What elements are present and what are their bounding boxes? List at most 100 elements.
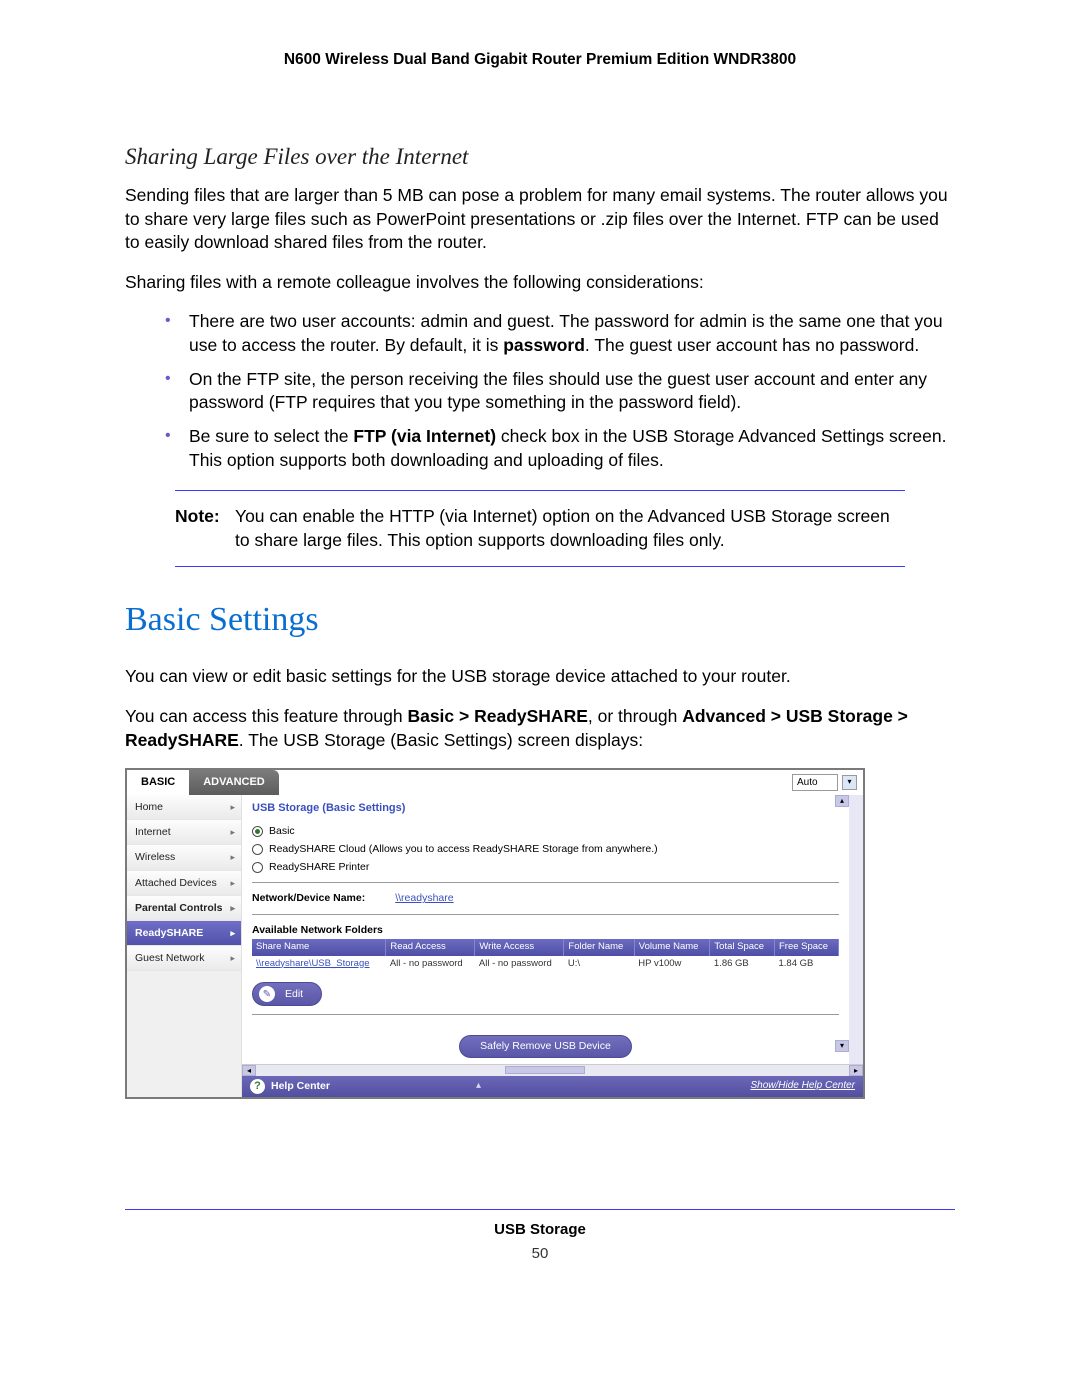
sidebar-item-attached[interactable]: Attached Devices ▸ [127,871,241,896]
showhide-link[interactable]: Show/Hide Help Center [751,1079,856,1093]
tab-basic[interactable]: BASIC [127,770,189,795]
router-ui-screenshot: BASIC ADVANCED Auto ▾ Home ▸ Internet ▸ Wi… [125,768,865,1098]
cell-share[interactable]: \\readyshare\USB_Storage [252,956,386,973]
edit-button[interactable]: ✎ Edit [252,982,322,1006]
table-header-row: Share Name Read Access Write Access Fold… [252,939,839,956]
scroll-thumb[interactable] [505,1066,585,1074]
scroll-up-icon[interactable]: ▴ [835,795,849,807]
help-bar: ? Help Center ▴ Show/Hide Help Center [242,1076,863,1097]
product-title: N600 Wireless Dual Band Gigabit Router P… [125,50,955,71]
main-panel: ▴ ▾ USB Storage (Basic Settings) Basic R… [242,795,863,1097]
chevron-right-icon: ▸ [230,826,235,838]
pencil-icon: ✎ [259,986,275,1002]
sidebar-item-readyshare[interactable]: ReadySHARE ▸ [127,921,241,946]
p4-d: . The USB Storage (Basic Settings) scree… [239,730,643,750]
note-block: Note: You can enable the HTTP (via Inter… [175,490,905,567]
device-name-label: Network/Device Name: [252,891,365,905]
paragraph-4: You can access this feature through Basi… [125,705,955,752]
sidebar-item-label: Internet [135,825,171,839]
dropdown-icon[interactable]: ▾ [842,775,857,790]
page-number: 50 [125,1244,955,1264]
device-name-link[interactable]: \\readyshare [395,891,453,905]
p4-b1: Basic > ReadySHARE [407,706,587,726]
cell-free: 1.84 GB [774,956,838,973]
bullet-1-text-b: . The guest user account has no password… [585,335,919,355]
chevron-right-icon: ▸ [230,902,235,914]
sidebar-item-guest[interactable]: Guest Network ▸ [127,946,241,971]
section-heading: Sharing Large Files over the Internet [125,141,955,172]
edit-button-label: Edit [285,987,303,1001]
help-label: Help Center [271,1079,330,1093]
note-label: Note: [175,505,233,552]
th-write: Write Access [475,939,564,956]
radio-label: ReadySHARE Printer [269,860,369,874]
bullet-1-bold: password [503,335,585,355]
bullet-3-text-a: Be sure to select the [189,426,353,446]
scroll-left-icon[interactable]: ◂ [242,1065,256,1076]
scroll-right-icon[interactable]: ▸ [849,1065,863,1076]
cell-read: All - no password [386,956,475,973]
remove-usb-button[interactable]: Safely Remove USB Device [459,1035,632,1057]
device-name-row: Network/Device Name: \\readyshare [252,891,839,905]
tab-advanced[interactable]: ADVANCED [189,770,279,795]
th-volume: Volume Name [634,939,710,956]
panel-title: USB Storage (Basic Settings) [252,801,839,816]
chevron-right-icon: ▸ [230,927,235,939]
sidebar-item-parental[interactable]: Parental Controls ▸ [127,896,241,921]
auto-control: Auto ▾ [792,770,863,795]
sidebar-item-label: Home [135,800,163,814]
radio-icon [252,826,263,837]
chevron-right-icon: ▸ [230,851,235,863]
chevron-right-icon: ▸ [230,952,235,964]
paragraph-2: Sharing files with a remote colleague in… [125,271,955,295]
th-total: Total Space [710,939,775,956]
main-heading: Basic Settings [125,597,955,643]
radio-icon [252,862,263,873]
radio-basic[interactable]: Basic [252,824,839,838]
sidebar-item-label: Attached Devices [135,876,217,890]
auto-select[interactable]: Auto [792,774,838,792]
paragraph-3: You can view or edit basic settings for … [125,665,955,689]
folders-title: Available Network Folders [252,923,839,937]
scroll-track[interactable] [256,1065,849,1076]
cell-folder: U:\ [564,956,634,973]
bullet-3: Be sure to select the FTP (via Internet)… [165,425,955,472]
folders-table: Share Name Read Access Write Access Fold… [252,939,839,973]
horizontal-scrollbar[interactable]: ◂ ▸ [242,1064,863,1076]
sidebar-item-label: Parental Controls [135,901,223,915]
chevron-right-icon: ▸ [230,801,235,813]
chevron-right-icon: ▸ [230,877,235,889]
divider [252,914,839,915]
collapse-icon[interactable]: ▴ [476,1079,481,1093]
sidebar-item-label: ReadySHARE [135,926,203,940]
table-row: \\readyshare\USB_Storage All - no passwo… [252,956,839,973]
note-text: You can enable the HTTP (via Internet) o… [233,505,905,552]
divider [252,882,839,883]
th-share: Share Name [252,939,386,956]
radio-label: Basic [269,824,295,838]
th-folder: Folder Name [564,939,634,956]
divider [252,1014,839,1015]
sidebar-item-wireless[interactable]: Wireless ▸ [127,845,241,870]
footer-title: USB Storage [125,1220,955,1240]
p4-a: You can access this feature through [125,706,407,726]
radio-printer[interactable]: ReadySHARE Printer [252,860,839,874]
sidebar: Home ▸ Internet ▸ Wireless ▸ Attached Devic… [127,795,242,1097]
radio-label: ReadySHARE Cloud (Allows you to access R… [269,842,658,856]
p4-c: , or through [588,706,682,726]
bullet-3-bold: FTP (via Internet) [353,426,496,446]
sidebar-item-label: Wireless [135,850,175,864]
ui-top-bar: BASIC ADVANCED Auto ▾ [127,770,863,795]
scroll-down-icon[interactable]: ▾ [835,1040,849,1052]
help-icon[interactable]: ? [250,1079,265,1094]
th-free: Free Space [774,939,838,956]
radio-cloud[interactable]: ReadySHARE Cloud (Allows you to access R… [252,842,839,856]
sidebar-item-home[interactable]: Home ▸ [127,795,241,820]
paragraph-1: Sending files that are larger than 5 MB … [125,184,955,255]
sidebar-item-label: Guest Network [135,951,204,965]
sidebar-item-internet[interactable]: Internet ▸ [127,820,241,845]
th-read: Read Access [386,939,475,956]
bullet-list: There are two user accounts: admin and g… [165,310,955,472]
remove-button-label: Safely Remove USB Device [480,1039,611,1053]
radio-icon [252,844,263,855]
